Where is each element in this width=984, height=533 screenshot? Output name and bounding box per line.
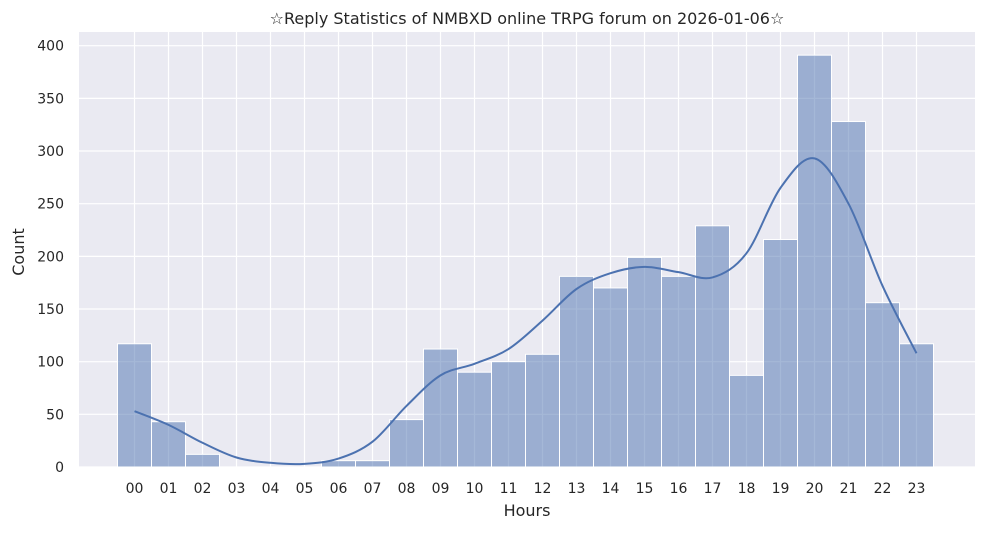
x-tick-label: 17 — [704, 481, 722, 497]
x-tick-label: 15 — [636, 481, 654, 497]
chart-title: ☆Reply Statistics of NMBXD online TRPG f… — [270, 9, 785, 28]
x-tick-label: 23 — [908, 481, 926, 497]
bar-07 — [355, 460, 390, 468]
x-tick-label: 08 — [398, 481, 416, 497]
x-tick-label: 11 — [500, 481, 518, 497]
y-tick-label: 200 — [37, 249, 64, 265]
y-tick-label: 400 — [37, 39, 64, 55]
bar-11 — [491, 361, 526, 468]
x-tick-label: 19 — [772, 481, 790, 497]
y-tick-label: 250 — [37, 197, 64, 213]
bar-09 — [423, 348, 458, 468]
x-tick-label: 05 — [296, 481, 314, 497]
y-tick-label: 350 — [37, 91, 64, 107]
bar-21 — [831, 121, 866, 468]
x-tick-label: 18 — [738, 481, 756, 497]
bar-16 — [661, 275, 696, 468]
x-tick-label: 01 — [160, 481, 178, 497]
bar-20 — [797, 54, 832, 468]
bar-12 — [525, 353, 560, 468]
bar-00 — [117, 343, 152, 468]
bar-15 — [627, 256, 662, 468]
bars — [117, 54, 934, 468]
x-tick-label: 04 — [262, 481, 280, 497]
x-tick-label: 10 — [466, 481, 484, 497]
y-axis-label: Count — [9, 228, 28, 276]
x-tick-label: 22 — [874, 481, 892, 497]
x-tick-label: 02 — [194, 481, 212, 497]
bar-13 — [559, 275, 594, 468]
x-tick-label: 12 — [534, 481, 552, 497]
x-tick-label: 16 — [670, 481, 688, 497]
x-tick-label: 06 — [330, 481, 348, 497]
bar-18 — [729, 374, 764, 468]
y-tick-label: 150 — [37, 302, 64, 318]
x-axis-label: Hours — [504, 501, 551, 520]
bar-23 — [899, 343, 934, 468]
bar-08 — [389, 419, 424, 468]
x-tick-label: 00 — [126, 481, 144, 497]
x-tick-label: 14 — [602, 481, 620, 497]
kde-curve — [134, 157, 918, 466]
y-tick-label: 50 — [46, 407, 64, 423]
x-tick-label: 13 — [568, 481, 586, 497]
x-tick-label: 03 — [228, 481, 246, 497]
bar-22 — [865, 302, 900, 468]
x-tick-labels: 00 01 02 03 04 05 06 07 08 09 10 11 12 13 14 15 16 17 18 19… — [126, 481, 926, 497]
x-tick-label: 09 — [432, 481, 450, 497]
kde-line — [134, 157, 918, 466]
bar-02 — [185, 453, 220, 468]
y-tick-label: 100 — [37, 355, 64, 371]
bar-14 — [593, 287, 628, 468]
x-tick-label: 07 — [364, 481, 382, 497]
bar-19 — [763, 238, 798, 468]
y-tick-label: 0 — [55, 460, 64, 476]
bar-10 — [457, 371, 492, 468]
x-tick-label: 21 — [840, 481, 858, 497]
y-tick-labels: 0 50 100 150 200 250 300 350 400 — [37, 39, 64, 476]
y-tick-label: 300 — [37, 144, 64, 160]
x-tick-label: 20 — [806, 481, 824, 497]
bar-17 — [695, 225, 730, 468]
bar-01 — [151, 421, 186, 468]
